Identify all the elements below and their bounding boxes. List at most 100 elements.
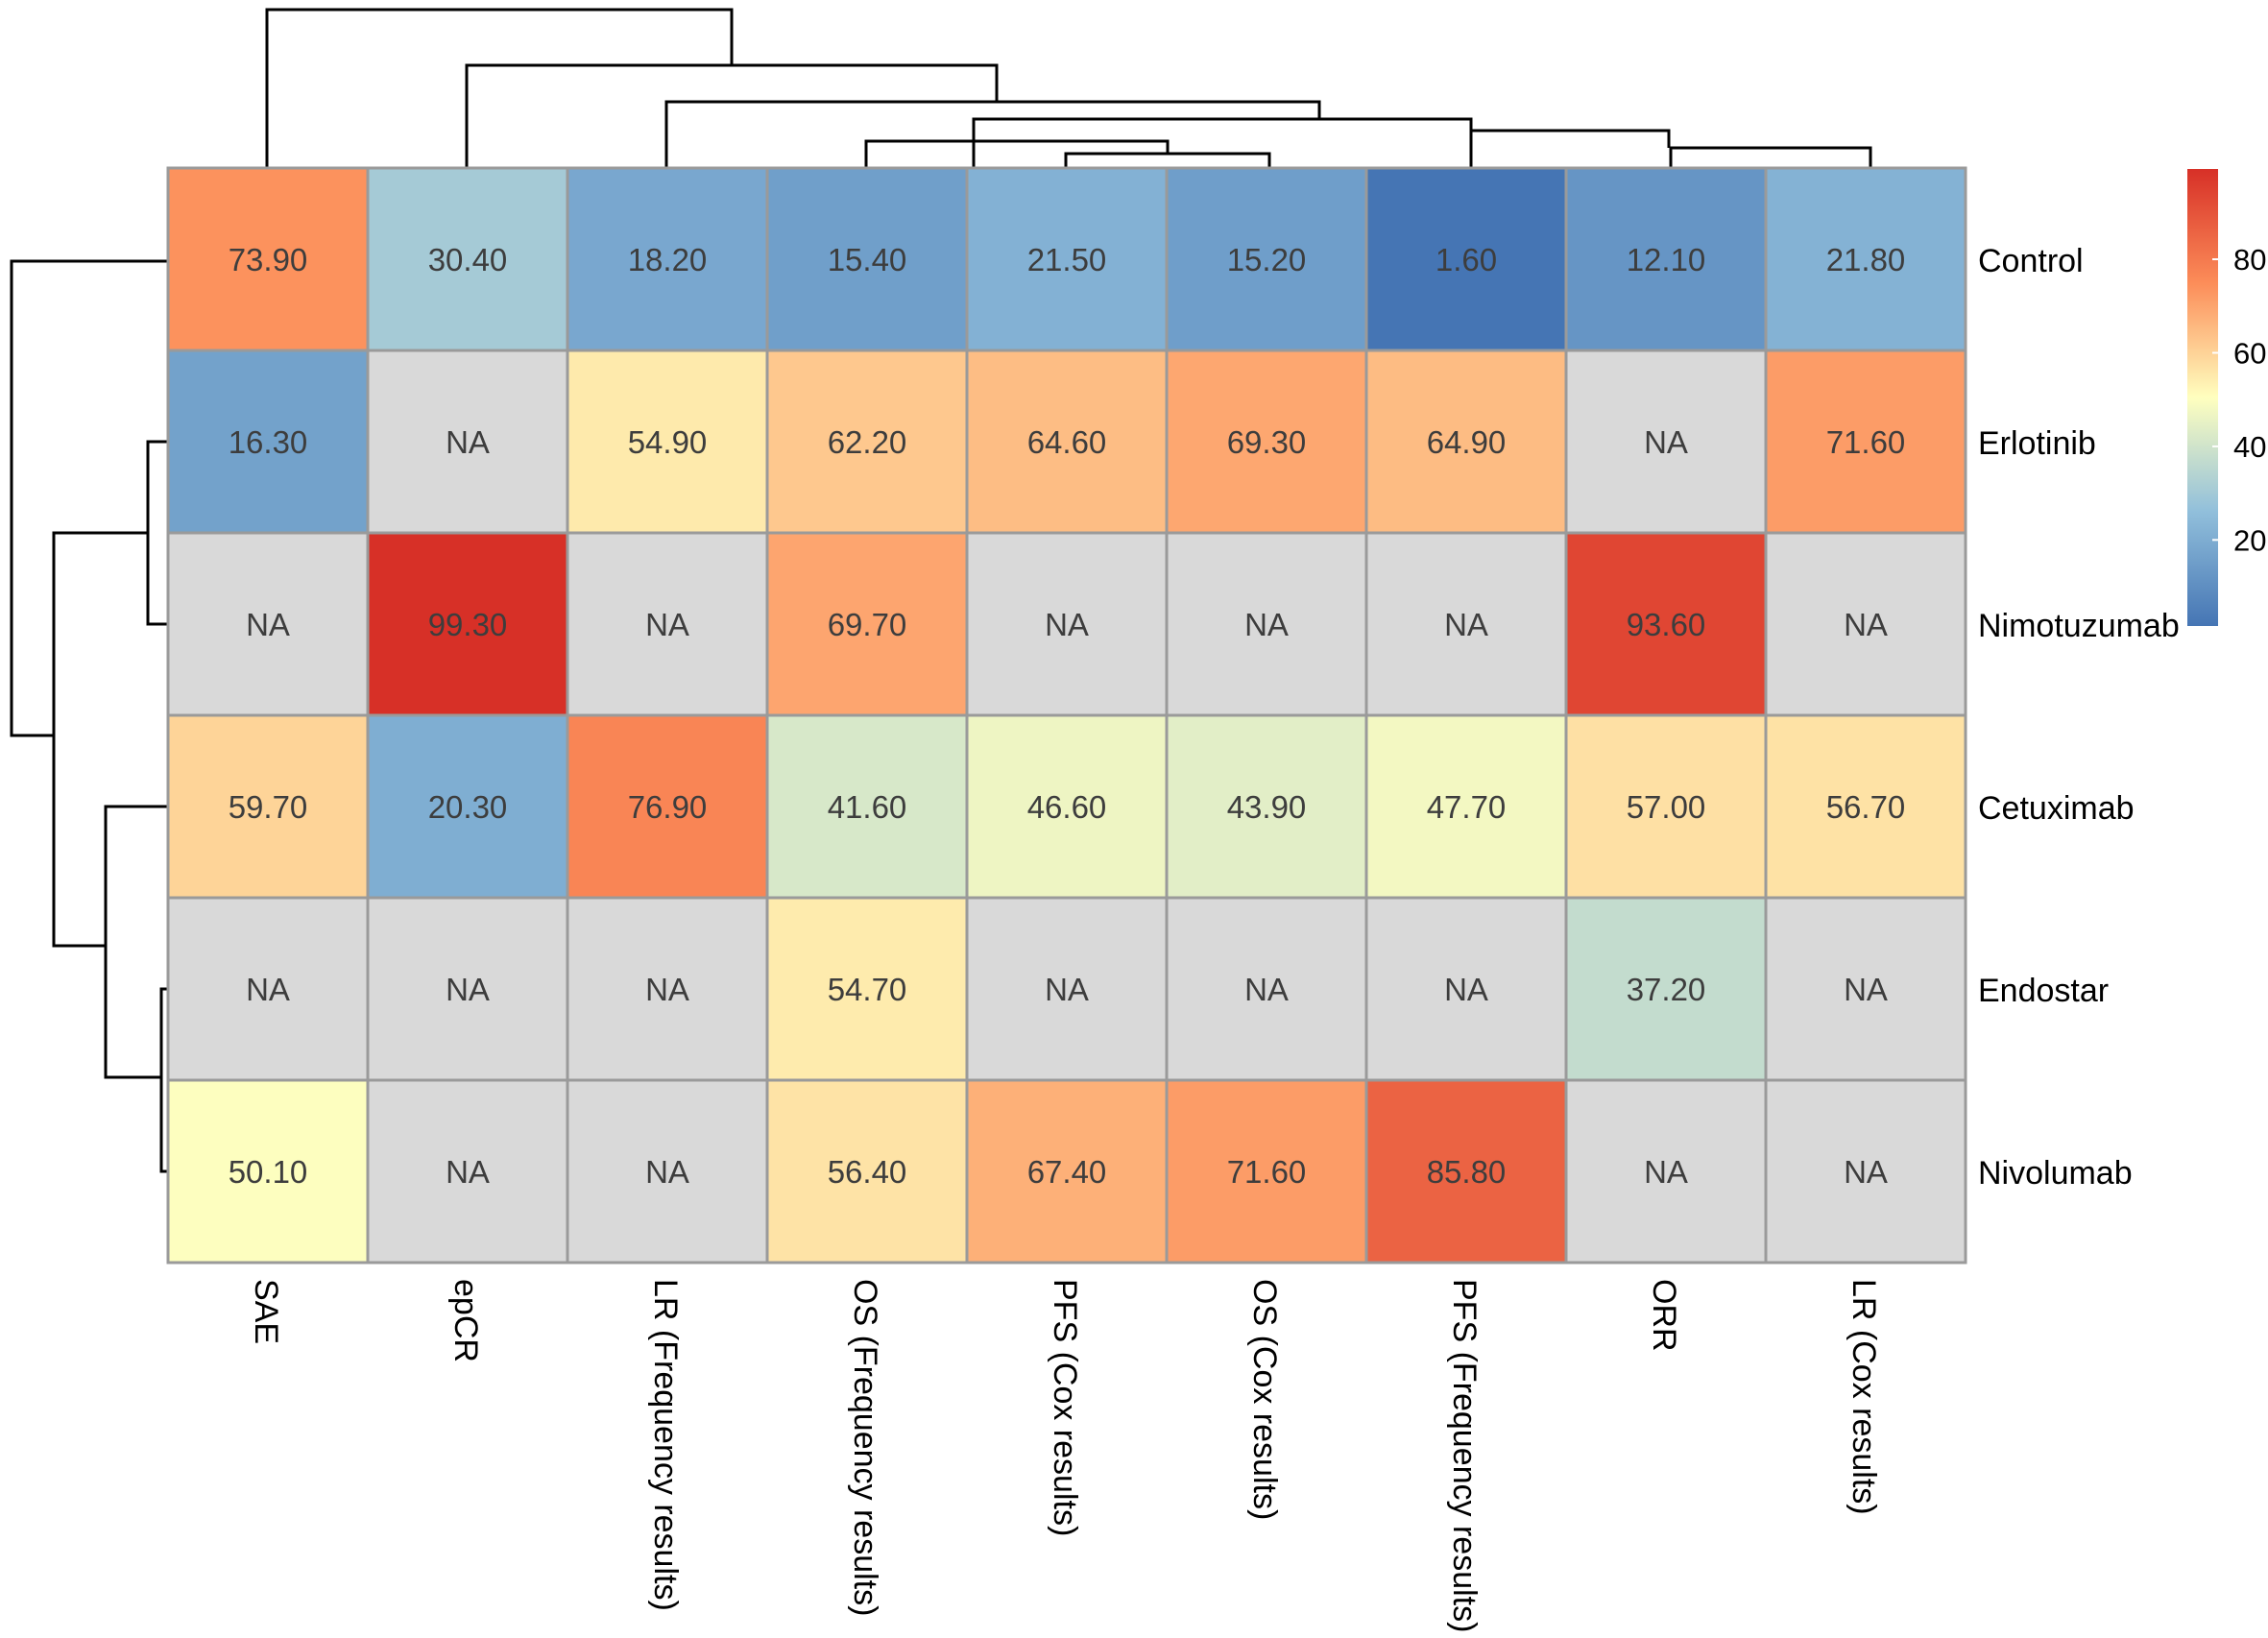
heatmap-cell-label: NA [246, 607, 290, 642]
col-label-lr-frequency: LR (Frequency results) [647, 1279, 684, 1611]
col-label-lr-cox: LR (Cox results) [1846, 1279, 1882, 1515]
heatmap-cell-label: 21.50 [1027, 242, 1107, 277]
heatmap-cell-label: 50.10 [229, 1154, 308, 1190]
heatmap-cell-label: 56.70 [1826, 789, 1906, 825]
col-label-pfs-cox: PFS (Cox results) [1047, 1279, 1083, 1536]
heatmap-cell-label: 69.30 [1227, 424, 1307, 460]
heatmap-cell [965, 349, 1169, 535]
heatmap-cell-label: 30.40 [428, 242, 508, 277]
heatmap-cell-label: 64.90 [1427, 424, 1507, 460]
heatmap-cell-label: NA [1045, 607, 1089, 642]
col-label-sae: SAE [248, 1279, 284, 1344]
heatmap-cell [765, 713, 969, 900]
heatmap-cell-label: 56.40 [828, 1154, 907, 1190]
row-labels: Control Erlotinib Nimotuzumab Cetuximab … [1978, 243, 2180, 1192]
heatmap-cell [1364, 349, 1568, 535]
heatmap-cell [166, 713, 370, 900]
heatmap-cell-label: NA [1244, 972, 1289, 1007]
heatmap-cell-label: 73.90 [229, 242, 308, 277]
heatmap-cell-label: 18.20 [628, 242, 708, 277]
heatmap-cell-label: 76.90 [628, 789, 708, 825]
heatmap-cell [566, 1078, 769, 1265]
heatmap-cell [1165, 166, 1368, 352]
heatmap-cell [1165, 896, 1368, 1082]
col-label-os-frequency: OS (Frequency results) [847, 1279, 883, 1616]
heatmap-cell [1764, 896, 1967, 1082]
legend-ticks: 20 40 60 80 [2212, 243, 2266, 557]
heatmap-cell [566, 531, 769, 717]
heatmap-cell-label: 93.60 [1627, 607, 1706, 642]
heatmap-cell-label: NA [446, 424, 490, 460]
col-label-os-cox: OS (Cox results) [1246, 1279, 1283, 1520]
heatmap-cell [366, 166, 569, 352]
heatmap-cell-label: 43.90 [1227, 789, 1307, 825]
color-legend: 20 40 60 80 [2187, 169, 2266, 626]
heatmap-cell [166, 349, 370, 535]
heatmap-cell-label: NA [1444, 607, 1488, 642]
row-label-erlotinib: Erlotinib [1978, 425, 2096, 462]
heatmap-cell [366, 1078, 569, 1265]
heatmap-cell-label: NA [1644, 1154, 1688, 1190]
heatmap-cell-label: NA [1644, 424, 1688, 460]
heatmap-cell-label: 15.40 [828, 242, 907, 277]
heatmap-cell-label: NA [446, 972, 490, 1007]
heatmap-cells: 73.90 30.40 18.20 15.40 21.50 15.20 1.60 12.10 2… [166, 166, 1967, 1265]
column-dendrogram [265, 8, 1872, 168]
heatmap-cell-label: 47.70 [1427, 789, 1507, 825]
heatmap-cell-label: NA [1844, 607, 1888, 642]
heatmap-cell [1764, 531, 1967, 717]
heatmap-cell [965, 531, 1169, 717]
row-dendrogram-lines [10, 259, 168, 1173]
heatmap-cell [1764, 349, 1967, 535]
heatmap-cell-label: 54.90 [628, 424, 708, 460]
heatmap-cell [1364, 896, 1568, 1082]
heatmap-cell [1764, 1078, 1967, 1265]
row-label-nimotuzumab: Nimotuzumab [1978, 608, 2180, 644]
heatmap-cell-label: 67.40 [1027, 1154, 1107, 1190]
heatmap-cell-label: 57.00 [1627, 789, 1706, 825]
heatmap-cell-label: 59.70 [229, 789, 308, 825]
heatmap-cell-label: 12.10 [1627, 242, 1706, 277]
col-label-epcr: epCR [447, 1279, 484, 1362]
heatmap-cell-label: NA [1045, 972, 1089, 1007]
heatmap-cell-label: NA [645, 972, 689, 1007]
heatmap-cell [1564, 1078, 1768, 1265]
heatmap-cell-label: 1.60 [1436, 242, 1497, 277]
heatmap-cell [1764, 713, 1967, 900]
col-label-pfs-frequency: PFS (Frequency results) [1446, 1279, 1483, 1632]
row-label-control: Control [1978, 243, 2084, 279]
heatmap-cell-label: 20.30 [428, 789, 508, 825]
heatmap-cell [366, 531, 569, 717]
heatmap-cell-label: NA [1844, 1154, 1888, 1190]
legend-tick-label: 60 [2233, 336, 2266, 370]
heatmap-cell [166, 531, 370, 717]
heatmap-cell-label: NA [1844, 972, 1888, 1007]
heatmap-cell-label: 69.70 [828, 607, 907, 642]
heatmap-cell-label: 16.30 [229, 424, 308, 460]
heatmap-cell-label: NA [246, 972, 290, 1007]
heatmap-cell-label: 15.20 [1227, 242, 1307, 277]
heatmap-cell-label: 71.60 [1826, 424, 1906, 460]
heatmap-cell-label: 71.60 [1227, 1154, 1307, 1190]
heatmap-cell-label: 99.30 [428, 607, 508, 642]
column-labels: SAE epCR LR (Frequency results) OS (Freq… [248, 1279, 1882, 1632]
row-label-nivolumab: Nivolumab [1978, 1155, 2133, 1192]
heatmap-cell [765, 166, 969, 352]
legend-tick-label: 40 [2233, 430, 2266, 464]
heatmap-cell [765, 531, 969, 717]
heatmap-cell [1364, 531, 1568, 717]
heatmap-cell-label: 64.60 [1027, 424, 1107, 460]
heatmap-cell-label: NA [446, 1154, 490, 1190]
heatmap-cell-label: 85.80 [1427, 1154, 1507, 1190]
heatmap-cell [566, 896, 769, 1082]
heatmap-cell [1564, 166, 1768, 352]
heatmap-cell-label: 62.20 [828, 424, 907, 460]
heatmap-cell [1564, 349, 1768, 535]
heatmap-cell [1165, 1078, 1368, 1265]
heatmap-cell-label: 21.80 [1826, 242, 1906, 277]
heatmap-cell [566, 166, 769, 352]
heatmap-cell [166, 1078, 370, 1265]
legend-tick-label: 80 [2233, 243, 2266, 277]
legend-color-bar [2187, 169, 2218, 626]
